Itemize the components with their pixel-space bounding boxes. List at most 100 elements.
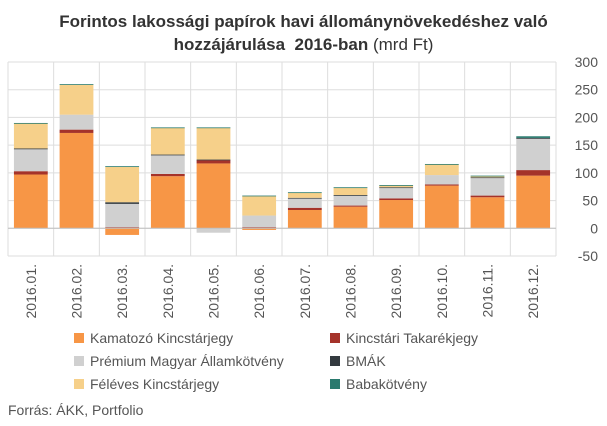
legend-swatch (330, 379, 340, 389)
legend-swatch (74, 379, 84, 389)
y-tick-label: 200 (575, 109, 599, 125)
bar-segment (105, 203, 140, 228)
legend-item: Kamatozó Kincstárjegy (74, 330, 233, 346)
x-tick-label: 2016.11. (480, 264, 496, 317)
bar-segment (196, 127, 231, 129)
legend-label: Prémium Magyar Államkötvény (90, 353, 284, 369)
bar-segment (333, 195, 368, 196)
y-tick-label: 0 (590, 220, 598, 236)
bar-segment (242, 195, 277, 197)
y-tick-label: 300 (575, 54, 599, 70)
legend-swatch (74, 333, 84, 343)
bar-segment (470, 177, 505, 196)
legend-swatch (74, 356, 84, 366)
bar-segment (196, 127, 231, 160)
legend-label: Féléves Kincstárjegy (90, 376, 220, 392)
bar-segment (379, 187, 414, 189)
bar-segment (13, 149, 48, 172)
bar-segment (287, 192, 322, 194)
bar-segment (13, 122, 48, 124)
bar-segment (13, 174, 48, 229)
bar-segment (379, 185, 414, 186)
y-tick-label: 50 (582, 193, 598, 209)
chart-title-line1: Forintos lakossági papírok havi állomány… (59, 12, 548, 31)
bar-segment (150, 154, 185, 156)
x-tick-label: 2016.12. (525, 264, 541, 319)
bar-segment (59, 132, 94, 229)
y-tick-label: 100 (575, 165, 599, 181)
bar-segment (379, 187, 414, 199)
chart-title-unit: (mrd Ft) (368, 35, 434, 54)
bar-segment (242, 196, 277, 216)
x-tick-label: 2016.10. (434, 264, 450, 319)
bar-segment (196, 159, 231, 161)
bar-segment (333, 187, 368, 189)
bar-segment (516, 175, 551, 229)
bar-segment (470, 176, 505, 178)
bar-segment (105, 228, 140, 235)
bar-segment (516, 137, 551, 139)
bar-segment (333, 206, 368, 229)
bar-segment (150, 176, 185, 229)
bar-segment (287, 207, 322, 210)
bar-segment (424, 164, 459, 176)
legend-item: BMÁK (330, 353, 386, 369)
bar-segment (105, 202, 140, 204)
legend-item: Kincstári Takarékjegy (330, 330, 478, 346)
legend-label: BMÁK (346, 353, 386, 369)
bar-segment (105, 227, 140, 229)
bar-segment (333, 187, 368, 196)
x-tick-label: 2016.05. (206, 264, 222, 319)
bar-segment (470, 197, 505, 229)
bar-segment (287, 197, 322, 199)
y-tick-label: -50 (578, 248, 598, 264)
bar-segment (379, 200, 414, 229)
bar-segment (470, 177, 505, 179)
bar-segment (424, 163, 459, 165)
bar-segment (196, 228, 231, 233)
bar-segment (150, 127, 185, 155)
bar-segment (59, 84, 94, 85)
bar-segment (516, 138, 551, 171)
y-tick-label: 150 (575, 137, 599, 153)
bar-segment (287, 209, 322, 229)
legend-label: Babakötvény (346, 376, 427, 392)
legend-label: Kincstári Takarékjegy (346, 330, 479, 346)
x-tick-label: 2016.08. (343, 264, 359, 319)
bar-segment (196, 163, 231, 229)
bar-segment (105, 166, 140, 168)
bar-segment (242, 228, 277, 230)
bar-segment (242, 215, 277, 228)
x-tick-label: 2016.02. (69, 264, 85, 319)
x-tick-label: 2016.09. (388, 264, 404, 319)
legend-item: Féléves Kincstárjegy (74, 376, 219, 392)
bar-segment (105, 166, 140, 203)
chart-title-line2-bold: hozzájárulása 2016-ban (173, 35, 369, 54)
bar-segment (424, 185, 459, 229)
x-tick-label: 2016.03. (114, 264, 130, 319)
bar-segment (470, 175, 505, 177)
x-tick-label: 2016.06. (251, 264, 267, 319)
x-tick-label: 2016.07. (297, 264, 313, 319)
bar-segment (287, 192, 322, 198)
x-tick-label: 2016.04. (160, 264, 176, 319)
bar-segment (150, 127, 185, 129)
bar-segment (59, 114, 94, 130)
legend-item: Prémium Magyar Államkötvény (74, 353, 284, 369)
bar-segment (379, 198, 414, 201)
x-tick-label: 2016.01. (23, 264, 39, 319)
bar-segment (470, 195, 505, 198)
bar-segment (287, 198, 322, 208)
legend-swatch (330, 356, 340, 366)
y-tick-label: 250 (575, 82, 599, 98)
bar-segment (333, 205, 368, 207)
bar-segment (13, 148, 48, 150)
bar-segment (59, 84, 94, 115)
bar-segment (242, 227, 277, 229)
bar-segment (333, 195, 368, 206)
bar-segment (13, 123, 48, 149)
legend-swatch (330, 333, 340, 343)
bar-segment (59, 129, 94, 133)
bar-segment (516, 170, 551, 176)
